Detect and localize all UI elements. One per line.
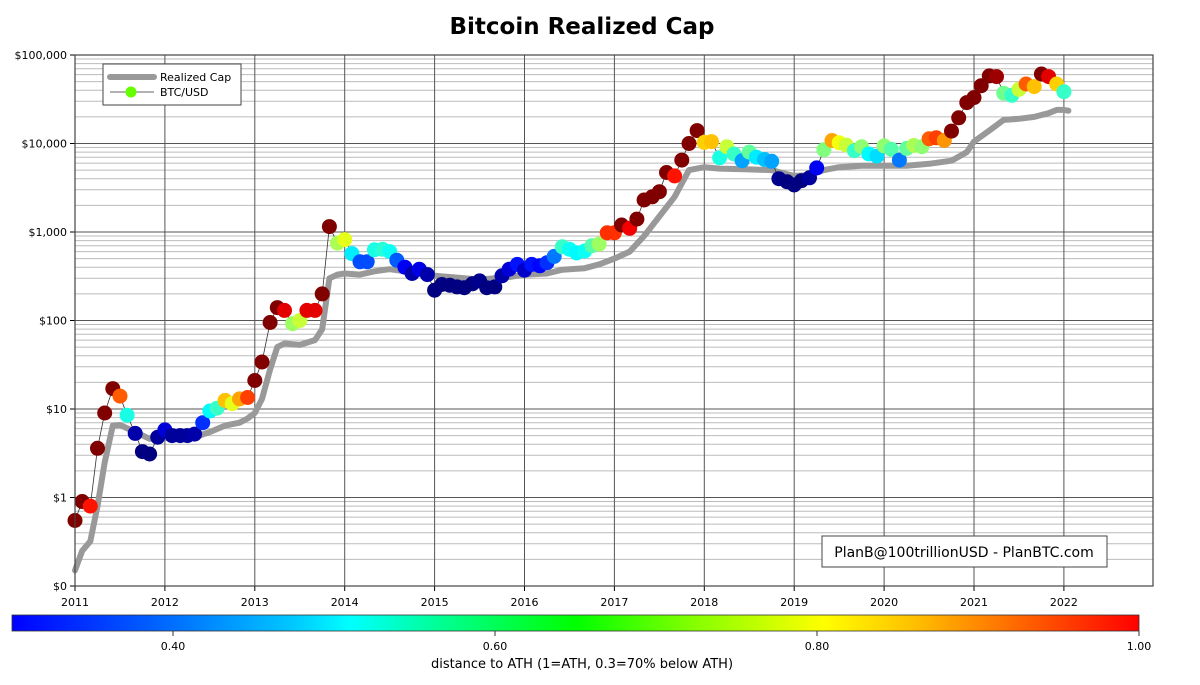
btc-data-point — [1056, 84, 1072, 100]
x-tick-label: 2017 — [600, 596, 628, 609]
y-tick-label: $100,000 — [15, 49, 68, 62]
y-tick-label: $10 — [46, 403, 67, 416]
colorbar-tick-label: 1.00 — [1127, 640, 1152, 653]
legend: Realized Cap BTC/USD — [102, 63, 242, 106]
btc-data-point — [764, 153, 780, 169]
btc-data-point — [321, 219, 337, 235]
btc-data-point — [127, 425, 143, 441]
colorbar: 0.40 0.60 0.80 1.00 distance to ATH (1=ATH,… — [11, 614, 1152, 672]
x-tick-label: 2020 — [870, 596, 898, 609]
btc-data-point — [112, 388, 128, 404]
credit-text: PlanB@100trillionUSD - PlanBTC.com — [834, 545, 1093, 561]
y-tick-label: $1 — [53, 492, 67, 505]
btc-usd-markers — [67, 66, 1072, 528]
btc-data-point — [674, 152, 690, 168]
colorbar-gradient — [11, 614, 1140, 632]
x-tick-label: 2011 — [61, 596, 89, 609]
credit-box-frame — [821, 535, 1108, 568]
y-tick-label: $100 — [39, 315, 67, 328]
legend-btc-label: BTC/USD — [160, 86, 209, 99]
chart-title: Bitcoin Realized Cap — [449, 14, 714, 40]
x-tick-label: 2021 — [960, 596, 988, 609]
x-tick-label: 2019 — [780, 596, 808, 609]
btc-data-point — [689, 123, 705, 139]
y-axis: $0 $1 $10 $100 $1,000 $10,000 $100,000 — [15, 49, 75, 593]
btc-data-point — [142, 446, 158, 462]
btc-data-point — [883, 141, 899, 157]
colorbar-tick-label: 0.80 — [805, 640, 830, 653]
btc-data-point — [419, 267, 435, 283]
btc-data-point — [944, 123, 959, 139]
btc-data-point — [82, 498, 98, 514]
btc-data-point — [704, 134, 719, 150]
btc-data-point — [90, 440, 105, 456]
btc-data-point — [187, 426, 203, 442]
btc-data-point — [119, 407, 135, 423]
colorbar-tick-label: 0.60 — [483, 640, 508, 653]
btc-data-point — [307, 302, 323, 318]
x-tick-label: 2015 — [421, 596, 449, 609]
legend-btc-marker-icon — [125, 86, 137, 98]
credit-box: PlanB@100trillionUSD - PlanBTC.com — [821, 535, 1108, 568]
btc-data-point — [254, 354, 270, 370]
btc-data-point — [314, 286, 330, 302]
btc-data-point — [1026, 79, 1042, 95]
y-tick-label: $0 — [53, 580, 67, 593]
btc-data-point — [487, 279, 503, 295]
x-axis: 2011 2012 2013 2014 2015 2016 2017 2018 2019 2020… — [61, 586, 1078, 609]
btc-data-point — [337, 232, 353, 248]
btc-data-point — [277, 302, 292, 318]
btc-data-point — [966, 90, 982, 106]
colorbar-label: distance to ATH (1=ATH, 0.3=70% below AT… — [431, 657, 733, 672]
x-tick-label: 2013 — [241, 596, 269, 609]
btc-data-point — [681, 136, 697, 151]
btc-data-point — [247, 373, 263, 388]
grid — [74, 55, 1153, 587]
btc-data-point — [667, 168, 683, 184]
btc-data-point — [989, 69, 1004, 85]
btc-data-point — [712, 150, 728, 166]
btc-data-point — [262, 315, 278, 330]
colorbar-ticks: 0.40 0.60 0.80 1.00 — [161, 631, 1152, 653]
x-tick-label: 2018 — [690, 596, 718, 609]
y-tick-label: $10,000 — [22, 138, 68, 151]
btc-data-point — [591, 236, 607, 252]
btc-data-point — [809, 160, 825, 176]
btc-data-point — [951, 110, 967, 126]
btc-data-point — [651, 184, 667, 200]
btc-data-point — [629, 211, 645, 227]
x-tick-label: 2014 — [331, 596, 359, 609]
legend-box — [102, 63, 242, 106]
btc-data-point — [195, 415, 211, 431]
btc-data-point — [240, 390, 256, 405]
legend-realized-label: Realized Cap — [160, 71, 231, 84]
x-tick-label: 2016 — [511, 596, 539, 609]
y-tick-label: $1,000 — [29, 226, 68, 239]
x-tick-label: 2012 — [151, 596, 179, 609]
btc-data-point — [359, 254, 375, 270]
colorbar-tick-label: 0.40 — [161, 640, 186, 653]
x-tick-label: 2022 — [1050, 596, 1078, 609]
btc-data-point — [891, 152, 907, 168]
btc-data-point — [97, 405, 113, 421]
plot-frame — [74, 54, 1154, 587]
